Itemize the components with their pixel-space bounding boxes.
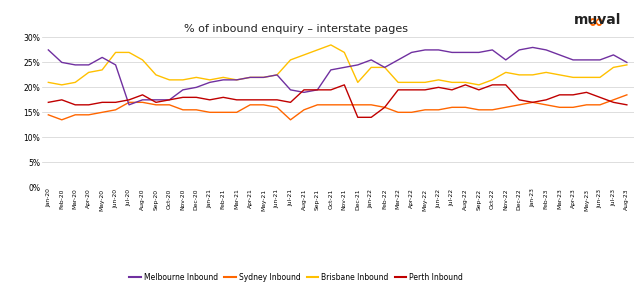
Title: % of inbound enquiry – interstate pages: % of inbound enquiry – interstate pages <box>184 24 408 34</box>
Text: muval: muval <box>573 13 621 27</box>
Text: ∞: ∞ <box>587 13 604 32</box>
Legend: Melbourne Inbound, Sydney Inbound, Brisbane Inbound, Perth Inbound: Melbourne Inbound, Sydney Inbound, Brisb… <box>126 270 466 285</box>
